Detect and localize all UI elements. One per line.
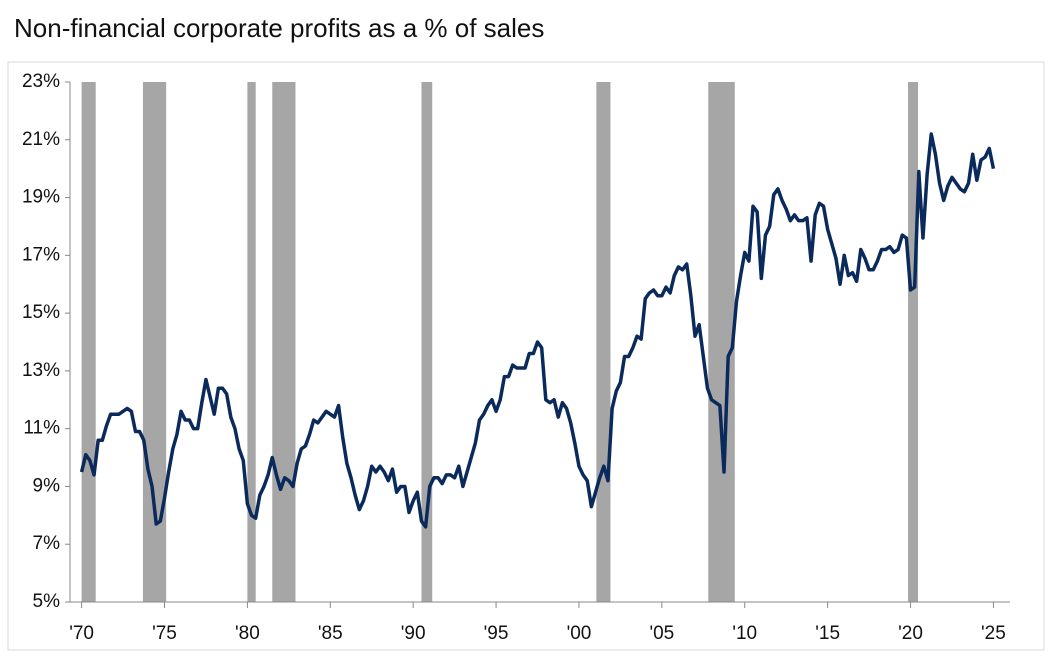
y-tick-label: 5% (33, 591, 61, 612)
x-tick-label: '85 (318, 623, 343, 644)
chart-title: Non-financial corporate profits as a % o… (14, 13, 544, 43)
y-tick-label: 15% (22, 302, 60, 323)
x-tick-label: '00 (567, 623, 592, 644)
y-tick-label: 23% (22, 71, 60, 92)
recession-band (81, 82, 96, 602)
recession-band (247, 82, 256, 602)
x-tick-label: '80 (235, 623, 260, 644)
recession-band (708, 82, 735, 602)
x-tick-label: '95 (484, 623, 509, 644)
x-tick-label: '20 (898, 623, 923, 644)
recession-band (421, 82, 433, 602)
y-tick-label: 17% (22, 244, 60, 265)
y-tick-label: 21% (22, 129, 60, 150)
recession-band (908, 82, 918, 602)
x-tick-label: '75 (152, 623, 177, 644)
y-tick-label: 7% (33, 533, 61, 554)
recession-band (272, 82, 296, 602)
y-tick-label: 9% (33, 475, 61, 496)
x-tick-label: '70 (69, 623, 94, 644)
x-tick-label: '10 (732, 623, 757, 644)
x-tick-label: '05 (649, 623, 674, 644)
y-tick-label: 11% (23, 418, 60, 439)
x-tick-label: '90 (401, 623, 426, 644)
data-line (79, 132, 996, 529)
x-tick-label: '15 (815, 623, 840, 644)
y-tick-label: 13% (22, 360, 60, 381)
recession-band (596, 82, 611, 602)
chart-frame (7, 61, 1045, 651)
y-tick-label: 19% (22, 187, 60, 208)
x-tick-label: '25 (981, 623, 1006, 644)
